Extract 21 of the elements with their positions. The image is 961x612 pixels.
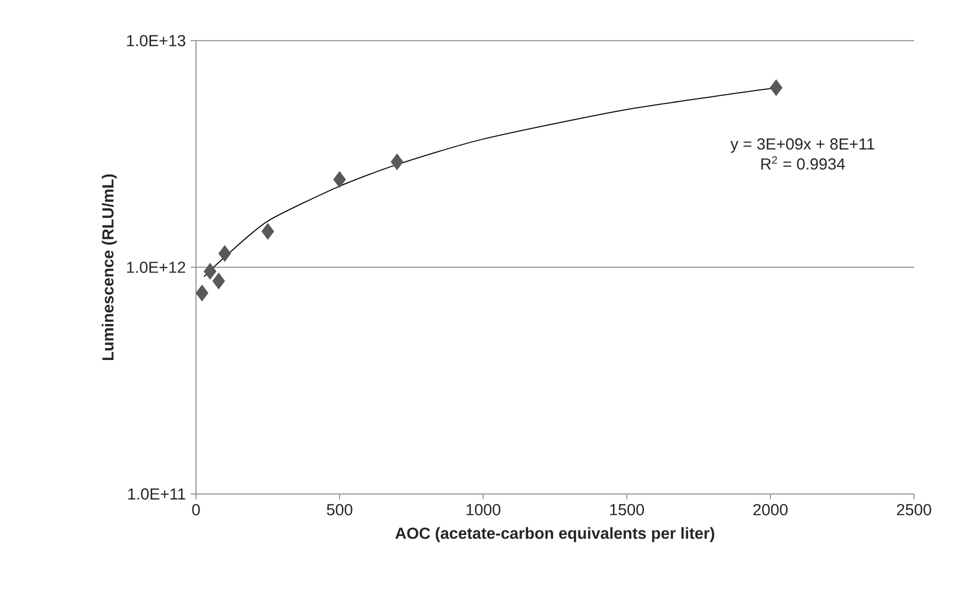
point	[333, 171, 346, 188]
point	[212, 272, 225, 290]
x-tick-label: 500	[326, 504, 352, 516]
point	[204, 263, 216, 280]
y-tick-label: 1.0E+11	[128, 488, 186, 500]
point	[770, 79, 782, 96]
point	[218, 245, 231, 262]
point	[262, 223, 274, 240]
x-tick-label: 1500	[610, 504, 644, 516]
x-tick-label: 1000	[466, 504, 500, 516]
annotation: y = 3E+09x + 8E+11	[730, 138, 874, 153]
x-tick-label: 2000	[753, 504, 788, 516]
x-tick-label: 0	[192, 504, 200, 516]
y-axis-title: Luminescence (RLU/mL)	[102, 174, 117, 360]
point	[196, 284, 208, 302]
y-tick-label: 1.0E+12	[127, 262, 186, 273]
point	[390, 154, 404, 170]
annotation: R$^{2}$ = 0.9934	[761, 156, 845, 170]
y-tick-label: 1.0E+13	[127, 34, 186, 46]
x-tick-label: 2500	[897, 504, 932, 516]
x-axis-title: AOC (acetate-carbon equivalents per liter)	[395, 527, 714, 542]
